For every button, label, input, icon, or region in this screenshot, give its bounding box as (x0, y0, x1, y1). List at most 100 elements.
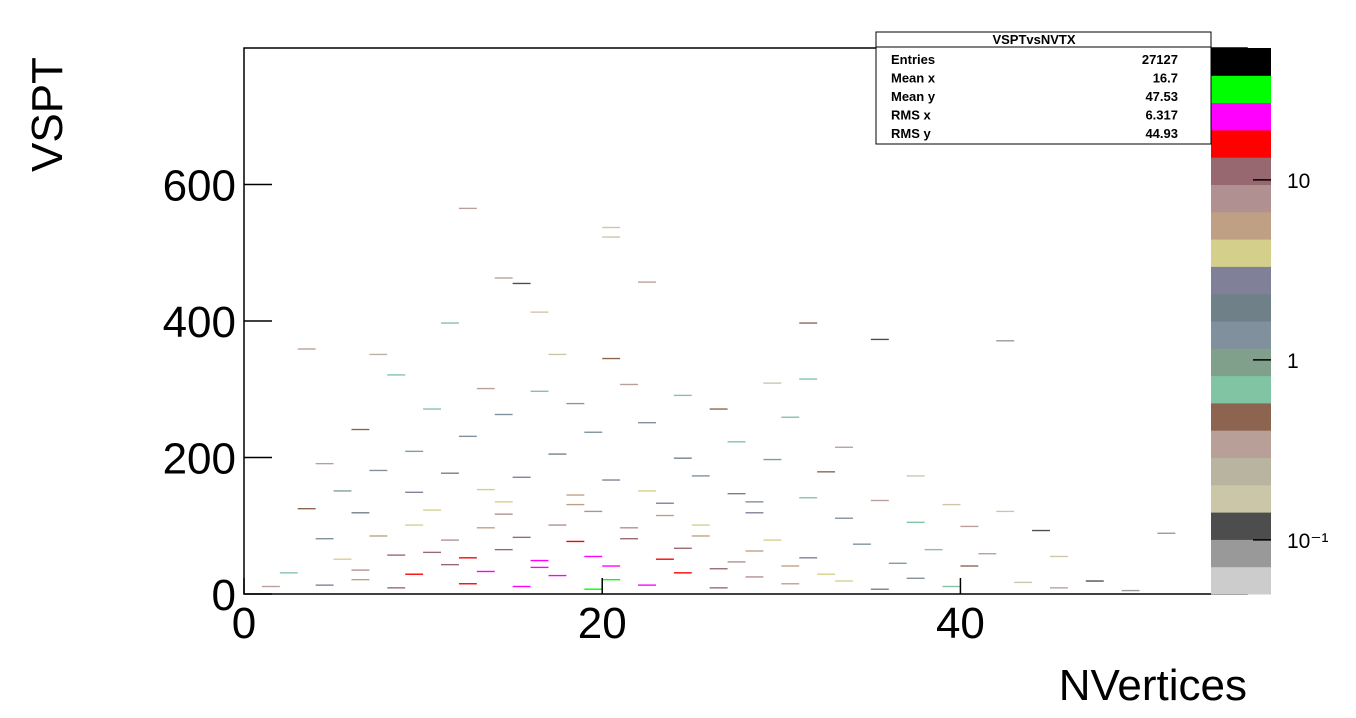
cell (781, 583, 800, 585)
cell (924, 548, 943, 551)
palette-band (1211, 402, 1271, 431)
stats-label: Mean x (891, 71, 936, 86)
cell (423, 551, 442, 554)
cell (512, 585, 531, 588)
cell (870, 588, 889, 590)
cell (315, 584, 334, 586)
cell (423, 408, 442, 410)
cell (799, 557, 818, 559)
cell (494, 277, 513, 279)
cell (584, 510, 603, 513)
cell (906, 521, 925, 524)
cell (548, 353, 567, 356)
cell (799, 322, 818, 324)
cell (441, 563, 459, 566)
cell (548, 524, 567, 526)
cell (351, 512, 370, 514)
palette-band (1211, 266, 1271, 295)
x-axis-title: NVertices (1059, 661, 1247, 710)
palette-band (1211, 348, 1271, 377)
palette-band (1211, 566, 1271, 595)
cells (261, 207, 1176, 592)
cell (369, 535, 388, 537)
cell (673, 572, 692, 574)
cell (602, 226, 621, 229)
cell (297, 508, 316, 510)
cell (602, 236, 621, 238)
cell (673, 547, 692, 549)
cell (638, 422, 656, 424)
cell (441, 539, 459, 541)
cell (763, 382, 782, 384)
cell (566, 402, 585, 405)
z-tick-label: 1 (1287, 350, 1299, 373)
cell (906, 577, 925, 579)
stats-label: RMS x (891, 108, 932, 123)
cell (441, 322, 459, 324)
cell (584, 588, 603, 590)
cell (727, 441, 746, 443)
cell (1049, 587, 1068, 589)
cell (870, 338, 889, 341)
cell (405, 491, 424, 493)
cell (906, 475, 925, 477)
cell (566, 540, 585, 543)
y-tick-label: 0 (212, 571, 236, 620)
cell (387, 587, 406, 589)
cell (745, 501, 764, 503)
cell (351, 578, 370, 581)
cell (602, 578, 621, 581)
cell (602, 565, 621, 567)
stats-value: 6.317 (1145, 108, 1178, 123)
x-tick-label: 0 (232, 599, 256, 648)
cell (566, 494, 585, 496)
cell (709, 408, 728, 410)
cell (996, 340, 1015, 342)
cell (261, 585, 280, 588)
cell (620, 527, 639, 529)
cell (799, 378, 818, 380)
stats-title: VSPTvsNVTX (992, 32, 1075, 47)
cell (351, 569, 370, 571)
cell (476, 387, 495, 390)
cell (1014, 581, 1033, 584)
cell (852, 543, 871, 545)
cell (387, 374, 406, 376)
palette-band (1211, 239, 1271, 267)
y-tick-label: 200 (163, 435, 236, 484)
cell (584, 431, 603, 433)
cell (1157, 532, 1176, 534)
cell (351, 428, 370, 431)
cell (817, 471, 836, 473)
cell (960, 525, 979, 528)
cell (691, 475, 710, 477)
x-tick-label: 20 (578, 599, 627, 648)
palette-band (1211, 430, 1271, 458)
cell (548, 574, 567, 577)
palette-band (1211, 512, 1271, 540)
cell (835, 446, 853, 448)
z-tick-label: 10 (1287, 170, 1310, 193)
cell (584, 555, 603, 558)
cell (458, 557, 477, 559)
cell (405, 524, 424, 526)
stats-value: 47.53 (1145, 89, 1178, 104)
cell (960, 565, 979, 567)
cell (620, 538, 639, 540)
cell (638, 490, 656, 492)
cell (620, 383, 639, 386)
palette-band (1211, 75, 1271, 104)
cell (709, 587, 728, 589)
cell (494, 413, 513, 416)
cell (1085, 580, 1104, 582)
palette-band (1211, 457, 1271, 486)
cell (423, 509, 442, 511)
y-axis-title: VSPT (23, 57, 72, 172)
cell (655, 502, 674, 504)
cell (530, 566, 549, 569)
palette-band (1211, 375, 1271, 404)
stats-frame (875, 31, 1212, 145)
stats-value: 27127 (1142, 52, 1178, 67)
cell (369, 469, 388, 472)
